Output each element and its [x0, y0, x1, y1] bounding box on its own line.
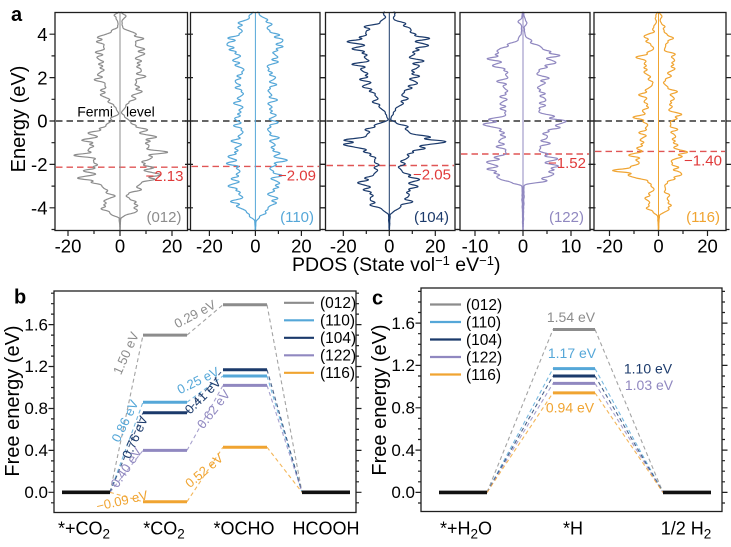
svg-text:(104): (104)	[320, 330, 356, 347]
svg-text:-10: -10	[462, 236, 489, 257]
svg-text:1/2 H2: 1/2 H2	[661, 519, 712, 542]
svg-text:0.94 eV: 0.94 eV	[546, 400, 595, 416]
svg-text:20: 20	[291, 236, 312, 257]
svg-text:(122): (122)	[549, 209, 584, 226]
svg-text:-4: -4	[31, 198, 47, 219]
svg-text:−1.40: −1.40	[684, 152, 722, 169]
svg-text:*H: *H	[563, 519, 583, 539]
svg-text:-20: -20	[596, 236, 623, 257]
svg-text:20: 20	[425, 236, 446, 257]
svg-text:Energy (eV): Energy (eV)	[8, 66, 30, 173]
svg-text:0: 0	[250, 236, 260, 257]
svg-text:HCOOH: HCOOH	[293, 519, 360, 539]
svg-text:(122): (122)	[466, 349, 502, 366]
svg-text:Fermi: Fermi	[77, 104, 113, 120]
svg-text:*OCHO: *OCHO	[213, 519, 274, 539]
svg-text:10: 10	[561, 236, 582, 257]
svg-text:20: 20	[697, 236, 718, 257]
svg-text:(110): (110)	[280, 209, 314, 226]
svg-text:1.17 eV: 1.17 eV	[548, 345, 597, 361]
svg-text:*CO2: *CO2	[143, 519, 185, 542]
svg-text:0: 0	[518, 236, 528, 257]
svg-text:1.6: 1.6	[391, 314, 415, 333]
svg-text:−2.09: −2.09	[278, 167, 316, 184]
svg-text:(104): (104)	[466, 332, 502, 349]
svg-text:(116): (116)	[320, 365, 355, 382]
svg-text:(104): (104)	[414, 209, 449, 226]
svg-text:(116): (116)	[686, 209, 720, 226]
svg-text:*+H2O: *+H2O	[440, 519, 492, 542]
svg-text:-20: -20	[55, 236, 82, 257]
svg-text:1.10 eV: 1.10 eV	[624, 361, 673, 377]
svg-text:0: 0	[37, 111, 47, 132]
svg-text:level: level	[126, 104, 155, 120]
svg-text:0: 0	[384, 236, 394, 257]
svg-text:0.0: 0.0	[391, 483, 415, 502]
svg-text:1.54 eV: 1.54 eV	[547, 309, 596, 325]
svg-text:1.2: 1.2	[24, 357, 48, 376]
svg-text:(012): (012)	[466, 297, 502, 314]
svg-text:0: 0	[115, 236, 125, 257]
svg-text:0.8: 0.8	[24, 399, 48, 418]
svg-text:Free energy (eV): Free energy (eV)	[2, 325, 24, 476]
svg-text:Free energy (eV): Free energy (eV)	[369, 324, 391, 475]
svg-text:0.8: 0.8	[391, 399, 415, 418]
svg-text:20: 20	[162, 236, 183, 257]
svg-text:4: 4	[37, 24, 47, 45]
svg-text:a: a	[11, 4, 23, 26]
svg-text:-20: -20	[330, 236, 357, 257]
svg-text:2: 2	[37, 67, 47, 88]
svg-text:-20: -20	[196, 236, 223, 257]
svg-text:−2.05: −2.05	[413, 167, 451, 184]
svg-text:(012): (012)	[146, 209, 181, 226]
svg-text:PDOS (State vol−1 eV−1): PDOS (State vol−1 eV−1)	[292, 253, 501, 276]
svg-text:(012): (012)	[320, 295, 356, 312]
svg-text:1.03 eV: 1.03 eV	[625, 377, 674, 393]
svg-text:0.4: 0.4	[391, 441, 415, 460]
svg-text:(110): (110)	[466, 314, 501, 331]
svg-text:−1.52: −1.52	[548, 155, 586, 172]
svg-text:(116): (116)	[466, 367, 501, 384]
svg-text:-2: -2	[31, 154, 47, 175]
svg-text:1.6: 1.6	[24, 315, 48, 334]
svg-text:b: b	[14, 287, 26, 309]
svg-text:*+CO2: *+CO2	[58, 519, 110, 542]
svg-text:0.0: 0.0	[24, 483, 48, 502]
svg-text:c: c	[372, 288, 383, 310]
svg-text:0: 0	[653, 236, 663, 257]
svg-text:1.2: 1.2	[391, 356, 415, 375]
svg-text:−2.13: −2.13	[146, 168, 184, 185]
svg-text:(122): (122)	[320, 348, 356, 365]
svg-text:(110): (110)	[320, 313, 355, 330]
svg-text:0.4: 0.4	[24, 441, 48, 460]
